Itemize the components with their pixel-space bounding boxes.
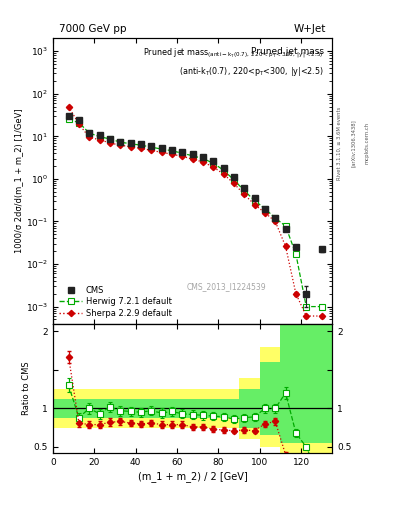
Bar: [260, 347, 281, 447]
Bar: [301, 324, 332, 453]
Bar: [260, 362, 281, 435]
Bar: [53, 399, 239, 418]
Text: W+Jet: W+Jet: [294, 24, 327, 34]
Text: CMS_2013_I1224539: CMS_2013_I1224539: [186, 282, 266, 291]
Text: 7000 GeV pp: 7000 GeV pp: [59, 24, 126, 34]
Bar: [239, 389, 260, 428]
Legend: CMS, Herwig 7.2.1 default, Sherpa 2.2.9 default: CMS, Herwig 7.2.1 default, Sherpa 2.2.9 …: [57, 284, 173, 319]
Text: Pruned jet mass: Pruned jet mass: [251, 47, 324, 56]
Bar: [281, 324, 301, 443]
Bar: [239, 377, 260, 439]
Y-axis label: 1000/σ 2dσ/d(m_1 + m_2) [1/GeV]: 1000/σ 2dσ/d(m_1 + m_2) [1/GeV]: [14, 109, 23, 253]
Bar: [281, 324, 301, 453]
Y-axis label: Ratio to CMS: Ratio to CMS: [22, 361, 31, 415]
Text: mcplots.cern.ch: mcplots.cern.ch: [365, 122, 370, 164]
Bar: [301, 324, 332, 443]
Bar: [53, 389, 239, 428]
Text: Pruned jet mass$_{\mathregular{(anti-k_T(0.7),\ 220<p_T<300,\ |y|<2.5)}}$: Pruned jet mass$_{\mathregular{(anti-k_T…: [143, 47, 324, 61]
X-axis label: (m_1 + m_2) / 2 [GeV]: (m_1 + m_2) / 2 [GeV]: [138, 471, 248, 482]
Text: Rivet 3.1.10, ≥ 3.6M events: Rivet 3.1.10, ≥ 3.6M events: [337, 106, 342, 180]
Text: [arXiv:1306.3438]: [arXiv:1306.3438]: [351, 119, 356, 167]
Text: (anti-k$_\mathrm{T}$(0.7), 220<p$_\mathrm{T}$<300, |y|<2.5): (anti-k$_\mathrm{T}$(0.7), 220<p$_\mathr…: [179, 66, 324, 78]
